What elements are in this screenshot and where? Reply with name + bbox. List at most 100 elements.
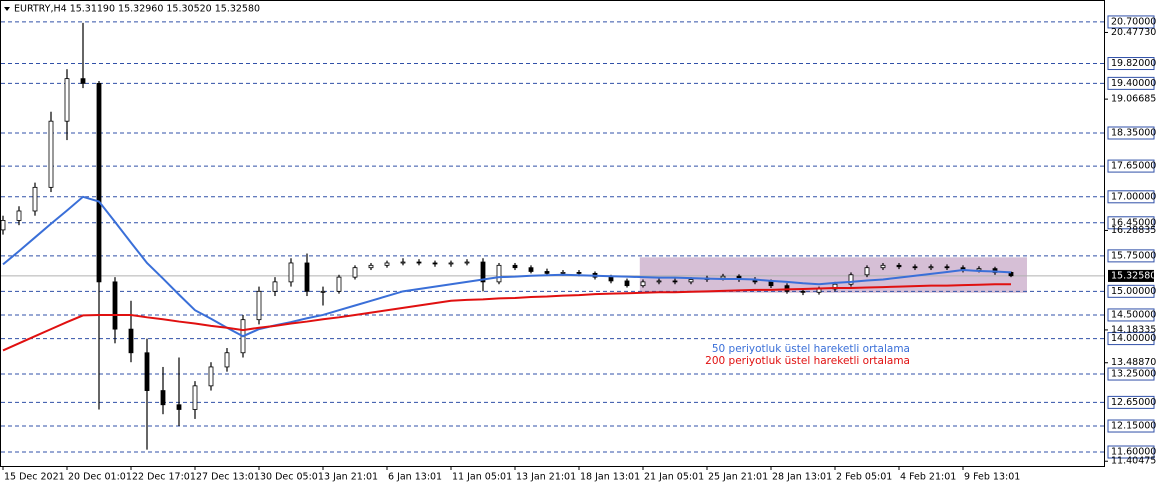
level-label-box (1107, 159, 1155, 173)
level-label-box (1107, 395, 1155, 409)
candle-body (720, 275, 726, 279)
candle-body (624, 280, 630, 287)
candle-body (64, 78, 70, 122)
candle-body (368, 264, 374, 269)
current-price-label: 15.32580 (1111, 270, 1156, 281)
candle-body (768, 281, 774, 287)
level-label-box (1107, 126, 1155, 140)
candle-body (608, 276, 614, 282)
level-label-box (1107, 216, 1155, 230)
level-label-box (1107, 445, 1155, 459)
x-tick-label: 6 Jan 13:01 (388, 472, 442, 483)
candle-body (80, 78, 86, 84)
level-label: 14.00000 (1111, 333, 1156, 344)
candle-body (16, 210, 22, 221)
level-label: 18.35000 (1111, 127, 1156, 138)
y-tick-label: 19.06685 (1111, 94, 1156, 105)
x-tick-label: 3 Jan 21:01 (324, 472, 378, 483)
level-label-box (1107, 249, 1155, 263)
candle-body (304, 262, 310, 292)
x-tick-label: 2 Feb 05:01 (836, 472, 892, 483)
candle-body (896, 264, 902, 268)
y-tick-label: 11.40475 (1111, 456, 1156, 467)
level-label-box (1107, 15, 1155, 29)
candle-body (864, 267, 870, 276)
legend-entry: 50 periyotluk üstel hareketli ortalama (712, 343, 910, 355)
x-tick-label: 11 Jan 05:01 (452, 472, 512, 483)
y-tick-label: 20.47730 (1111, 27, 1156, 38)
title-icon (4, 7, 10, 11)
x-tick-label: 13 Jan 21:01 (516, 472, 576, 483)
x-tick-label: 30 Dec 05:01 (260, 472, 324, 483)
chart-title: EURTRY,H4 15.31190 15.32960 15.30520 15.… (14, 4, 260, 15)
candle-body (352, 267, 358, 278)
legend-entry: 200 periyotluk üstel hareketli ortalama (705, 355, 910, 367)
candle-body (208, 366, 214, 387)
candle-body (528, 267, 534, 272)
x-tick-label: 27 Dec 13:01 (196, 472, 260, 483)
moving-average-line (2, 195, 1012, 338)
candle-body (272, 281, 278, 292)
y-tick-label: 13.48870 (1111, 357, 1156, 368)
candle-body (656, 280, 662, 283)
level-label-box (1107, 76, 1155, 90)
level-label-box (1107, 57, 1155, 71)
candle-body (0, 220, 6, 231)
candle-body (384, 262, 390, 266)
y-tick-label: 14.18335 (1111, 324, 1156, 335)
candle-body (688, 279, 694, 283)
level-label-box (1107, 190, 1155, 204)
x-tick-label: 25 Jan 21:01 (708, 472, 768, 483)
x-tick-label: 22 Dec 17:01 (132, 472, 196, 483)
candle-body (496, 264, 502, 283)
candle-body (928, 266, 934, 269)
candle-body (448, 262, 454, 265)
candle-body (880, 264, 886, 269)
candle-body (912, 266, 918, 269)
level-label: 13.25000 (1111, 369, 1156, 380)
x-tick-label: 21 Jan 05:01 (644, 472, 704, 483)
candle-body (944, 266, 950, 269)
candle-body (400, 261, 406, 264)
level-label: 15.75000 (1111, 250, 1156, 261)
candle-body (48, 120, 54, 188)
candle-body (176, 404, 182, 410)
candle-body (544, 271, 550, 274)
x-tick-label: 18 Jan 13:01 (580, 472, 640, 483)
candle-body (320, 290, 326, 293)
level-label: 17.00000 (1111, 191, 1156, 202)
candle-body (112, 281, 118, 330)
level-label: 12.65000 (1111, 397, 1156, 408)
candle-body (800, 290, 806, 293)
candle-body (976, 268, 982, 271)
level-label: 16.45000 (1111, 217, 1156, 228)
level-label-box (1107, 367, 1155, 381)
candle-body (576, 272, 582, 274)
level-label: 14.50000 (1111, 309, 1156, 320)
x-tick-label: 15 Dec 2021 (4, 472, 65, 483)
candle-body (224, 352, 230, 368)
x-tick-label: 4 Feb 21:01 (900, 472, 956, 483)
candle-body (336, 276, 342, 292)
candle-body (560, 272, 566, 274)
candle-body (512, 264, 518, 269)
x-tick-label: 9 Feb 13:01 (964, 472, 1020, 483)
level-label: 17.65000 (1111, 161, 1156, 172)
candle-body (128, 328, 134, 354)
y-tick-label: 16.28835 (1111, 225, 1156, 236)
candle-body (144, 352, 150, 391)
level-label-box (1107, 332, 1155, 346)
candle-body (480, 261, 486, 283)
candle-body (288, 262, 294, 283)
current-price-box (1108, 269, 1154, 282)
plot-frame (0, 0, 1105, 467)
level-label: 11.60000 (1111, 447, 1156, 458)
level-label: 19.40000 (1111, 78, 1156, 89)
moving-average-line (2, 283, 1011, 352)
candle-body (848, 274, 854, 285)
candle-body (432, 262, 438, 265)
candle-body (464, 261, 470, 264)
candle-body (96, 82, 102, 283)
level-label-box (1107, 284, 1155, 298)
